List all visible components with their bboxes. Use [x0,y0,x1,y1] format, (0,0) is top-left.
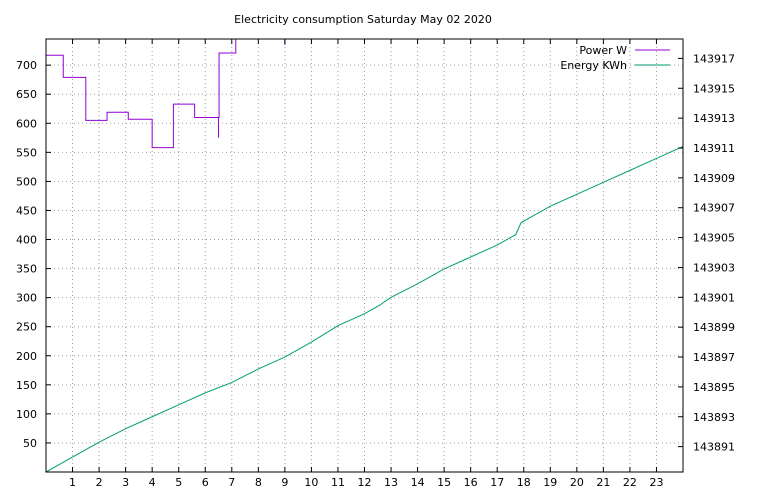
y1-tick-label: 600 [16,117,37,130]
y1-tick-label: 400 [16,234,37,247]
y1-tick-label: 150 [16,379,37,392]
x-tick-label: 11 [331,476,345,489]
y1-tick-label: 200 [16,350,37,363]
legend: Power W Energy KWh [560,44,670,72]
y2-tick-label: 143897 [693,351,735,364]
y1-tick-label: 100 [16,408,37,421]
y1-tick-label: 700 [16,59,37,72]
y1-tick-label: 500 [16,175,37,188]
y2-tick-label: 143905 [693,232,735,245]
y1-tick-label: 650 [16,88,37,101]
y2-tick-label: 143891 [693,441,735,454]
x-tick-label: 6 [202,476,209,489]
y1-tick-label: 550 [16,146,37,159]
y2-tick-label: 143907 [693,202,735,215]
x-tick-label: 3 [122,476,129,489]
x-tick-label: 10 [304,476,318,489]
series-line-1 [46,146,683,472]
y1-tick-label: 250 [16,321,37,334]
x-tick-label: 4 [149,476,156,489]
y2-tick-label: 143893 [693,411,735,424]
x-tick-label: 22 [623,476,637,489]
y2-tick-label: 143915 [693,82,735,95]
y2-tick-label: 143895 [693,381,735,394]
plot-frame [45,38,684,473]
x-tick-label: 12 [358,476,372,489]
legend-label: Power W [579,44,627,57]
grid-layer [46,39,683,472]
axis-layer: 1 2 3 4 5 6 7 8 9 10 11 12 13 14 15 16 17 18 19 20 21 22 23501… [16,38,735,489]
x-tick-label: 7 [228,476,235,489]
x-tick-label: 18 [517,476,531,489]
x-tick-label: 14 [411,476,425,489]
x-tick-label: 8 [255,476,262,489]
x-tick-label: 23 [649,476,663,489]
series-line-0 [46,39,237,149]
x-tick-label: 1 [69,476,76,489]
x-tick-label: 17 [490,476,504,489]
y2-tick-label: 143899 [693,321,735,334]
y2-tick-label: 143903 [693,261,735,274]
legend-label: Energy KWh [560,59,627,72]
x-tick-label: 9 [281,476,288,489]
y2-tick-label: 143913 [693,112,735,125]
x-tick-label: 21 [596,476,610,489]
x-tick-label: 2 [96,476,103,489]
y2-tick-label: 143901 [693,291,735,304]
x-tick-label: 16 [464,476,478,489]
x-tick-label: 13 [384,476,398,489]
y2-tick-label: 143917 [693,52,735,65]
y2-tick-label: 143911 [693,142,735,155]
chart-title: Electricity consumption Saturday May 02 … [234,13,492,26]
x-tick-label: 19 [543,476,557,489]
y1-tick-label: 50 [23,437,37,450]
x-tick-label: 20 [570,476,584,489]
x-tick-label: 15 [437,476,451,489]
y1-tick-label: 350 [16,263,37,276]
x-tick-label: 5 [175,476,182,489]
y1-tick-label: 450 [16,204,37,217]
y1-tick-label: 300 [16,292,37,305]
y2-tick-label: 143909 [693,172,735,185]
